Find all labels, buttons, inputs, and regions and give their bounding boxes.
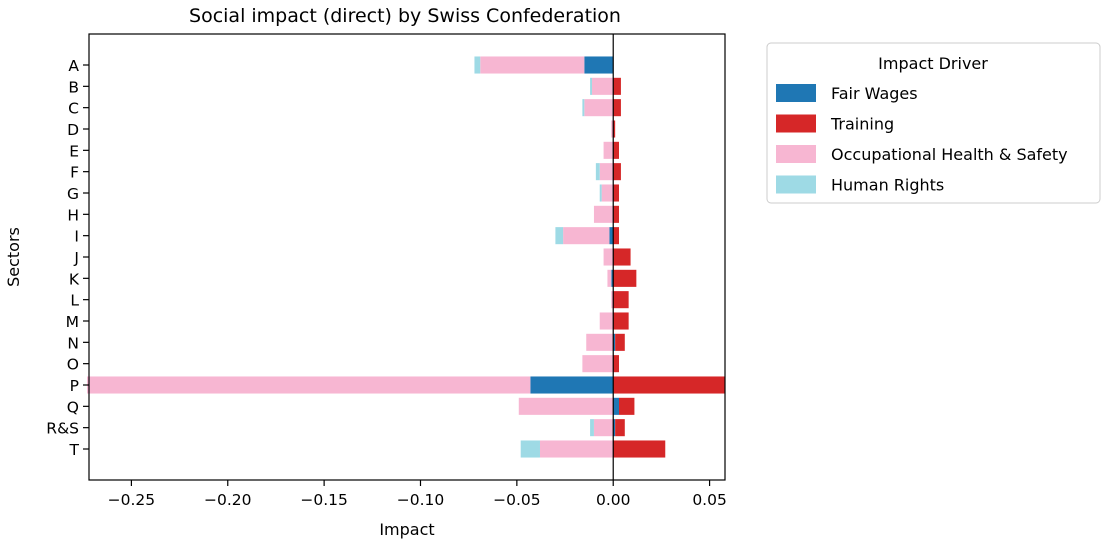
y-tick-label: E	[69, 142, 79, 160]
bar-j-series-2	[603, 248, 614, 266]
bar-b-series-1	[613, 77, 621, 95]
y-tick-label: B	[68, 78, 79, 96]
bar-i-series-0	[609, 227, 614, 245]
y-tick-label: C	[68, 100, 79, 118]
legend-title: Impact Driver	[878, 54, 988, 73]
bar-o-series-2	[582, 355, 614, 373]
bar-f-series-2	[599, 163, 614, 181]
bar-e-series-2	[603, 141, 614, 159]
legend-frame	[766, 42, 1101, 204]
chart-title: Social impact (direct) by Swiss Confeder…	[189, 5, 621, 27]
bar-f-series-1	[613, 163, 621, 181]
bar-a-series-2	[480, 56, 585, 74]
bar-rs-series-3	[590, 419, 594, 437]
y-tick-label: L	[70, 292, 79, 310]
legend-swatch	[776, 114, 816, 133]
y-tick-label: I	[74, 228, 79, 246]
legend: Impact Driver Fair Wages Training Occupati…	[766, 42, 1101, 204]
bar-a-series-0	[584, 56, 614, 74]
x-tick-label: −0.10	[397, 491, 445, 509]
bar-g-series-2	[601, 184, 614, 202]
legend-label: Fair Wages	[831, 84, 918, 103]
bar-a-series-3	[474, 56, 481, 74]
y-tick-label: K	[69, 270, 80, 288]
bar-h-series-1	[613, 205, 619, 223]
bar-k-series-0	[611, 269, 614, 287]
bar-q-series-2	[518, 397, 614, 415]
bar-j-series-1	[613, 248, 631, 266]
bar-k-series-1	[613, 269, 637, 287]
bar-e-series-1	[613, 141, 619, 159]
bar-q-series-1	[619, 397, 635, 415]
bar-b-series-3	[590, 77, 593, 95]
bar-n-series-2	[586, 333, 614, 351]
bar-p-series-0	[530, 376, 614, 394]
bar-q-series-0	[613, 397, 619, 415]
legend-label: Human Rights	[831, 176, 944, 195]
bar-rs-series-2	[593, 419, 614, 437]
bar-l-series-1	[613, 291, 629, 309]
bar-f-series-3	[595, 163, 600, 181]
bar-g-series-3	[599, 184, 602, 202]
x-tick-label: 0.05	[692, 491, 727, 509]
bar-m-series-1	[613, 312, 629, 330]
legend-label: Training	[830, 115, 894, 134]
x-axis-label: Impact	[379, 520, 434, 539]
y-tick-label: H	[67, 206, 79, 224]
bar-h-series-2	[593, 205, 614, 223]
bar-t-series-3	[520, 440, 540, 458]
bar-p-series-1	[613, 376, 725, 394]
y-tick-label: T	[69, 441, 80, 459]
bar-rs-series-1	[615, 419, 625, 437]
bar-t-series-2	[539, 440, 614, 458]
bar-i-series-1	[613, 227, 619, 245]
y-tick-label: G	[67, 185, 79, 203]
bar-b-series-2	[592, 77, 614, 95]
bar-d-series-1	[613, 120, 616, 138]
bar-g-series-1	[613, 184, 619, 202]
y-tick-label: Q	[67, 398, 79, 416]
x-tick-label: −0.25	[108, 491, 156, 509]
bar-t-series-1	[613, 440, 666, 458]
bar-k-series-2	[607, 269, 612, 287]
x-tick-label: 0.00	[596, 491, 631, 509]
bar-i-series-2	[563, 227, 610, 245]
bar-l-series-2	[611, 291, 614, 309]
y-tick-label: A	[68, 57, 79, 75]
y-tick-label: R&S	[46, 420, 79, 438]
bar-n-series-1	[615, 333, 625, 351]
legend-swatch	[776, 84, 816, 102]
bar-rs-series-0	[613, 419, 616, 437]
legend-swatch	[776, 145, 816, 163]
x-tick-label: −0.15	[300, 491, 348, 509]
bar-o-series-1	[613, 355, 619, 373]
bar-d-series-2	[611, 120, 614, 138]
y-tick-label: J	[73, 249, 79, 267]
bar-group	[87, 56, 725, 458]
y-tick-label: M	[66, 313, 79, 331]
bar-c-series-1	[613, 99, 621, 117]
y-tick-label: F	[70, 164, 79, 182]
bar-i-series-3	[555, 227, 564, 245]
bar-p-series-2	[87, 376, 531, 394]
legend-items: Fair Wages Training Occupational Health & …	[776, 84, 1068, 195]
y-tick-label: P	[70, 377, 79, 395]
bar-n-series-0	[613, 333, 616, 351]
bar-c-series-3	[582, 99, 585, 117]
y-tick-label: O	[67, 356, 79, 374]
x-tick-label: −0.05	[493, 491, 541, 509]
bar-c-series-2	[584, 99, 614, 117]
legend-label: Occupational Health & Safety	[831, 145, 1068, 164]
y-tick-label: D	[67, 121, 79, 139]
bar-m-series-2	[599, 312, 614, 330]
y-axis-label: Sectors	[4, 227, 23, 287]
x-tick-label: −0.20	[204, 491, 252, 509]
legend-swatch	[776, 175, 816, 194]
x-axis: −0.25 −0.20 −0.15 −0.10 −0.05 0.00 0.05	[108, 480, 727, 509]
y-tick-label: N	[67, 334, 79, 352]
